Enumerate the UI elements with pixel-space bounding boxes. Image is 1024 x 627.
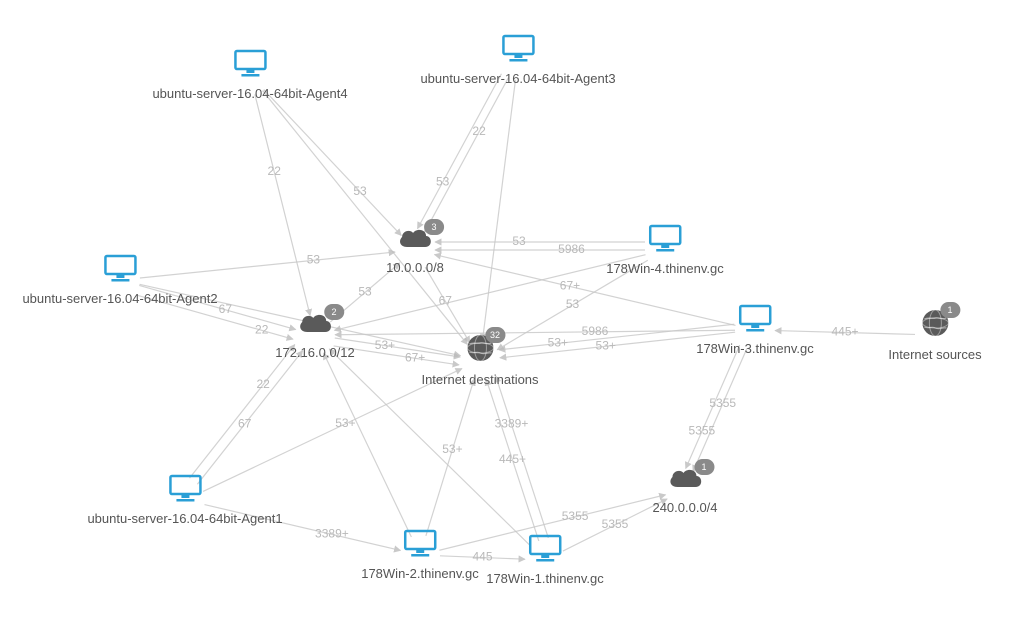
edge-label: 53 [512,234,526,248]
edge-label: 3389+ [495,417,529,431]
edge-line [204,505,400,551]
edge-label: 5355 [709,396,736,410]
edge-label: 5355 [689,424,716,438]
edge-line [426,379,474,536]
edge-label: 445 [472,550,492,564]
edge-label: 67 [238,416,252,430]
edge-line [324,353,412,537]
edge-line [139,285,296,329]
edge-label: 53 [353,184,367,198]
edge-line [483,80,516,340]
edge-label: 53+ [375,338,395,352]
edge-label: 5986 [558,242,585,256]
edge-label: 53+ [548,336,568,350]
edge-label: 22 [255,323,269,337]
edge-line [439,495,665,550]
edge-line [417,74,501,229]
edge-label: 445+ [831,325,858,339]
edge-label: 445+ [499,452,526,466]
edge-line [500,332,735,358]
edge-line [434,255,735,326]
edge-label: 67+ [560,279,580,293]
edge-label: 53 [307,253,321,267]
edge-label: 22 [257,377,271,391]
edge-label: 53+ [442,442,462,456]
edge-label: 5986 [582,324,609,338]
network-graph: 22532253672253672253+3389+59865353598667… [0,0,1024,627]
edge-line [334,255,645,331]
edge-line [335,338,460,357]
edge-label: 22 [472,124,486,138]
edge-label: 3389+ [315,527,349,541]
edge-label: 5355 [602,517,629,531]
edge-line [425,78,509,233]
edge-label: 53 [566,297,580,311]
edge-label: 22 [268,164,282,178]
edge-label: 53 [358,285,372,299]
edge-label: 53+ [335,416,355,430]
edge-label: 67+ [405,350,425,364]
edge-label: 67 [439,293,453,307]
edge-label: 53 [436,174,450,188]
edge-line [190,345,295,479]
edge-line [334,346,459,365]
edges-layer: 22532253672253672253+3389+59865353598667… [0,0,1024,627]
edge-line [329,349,530,546]
edge-line [255,94,310,315]
edge-line [140,252,395,278]
edge-label: 67 [219,302,233,316]
edge-label: 5355 [562,509,589,523]
edge-line [263,91,468,345]
edge-line [140,284,461,355]
edge-label: 53+ [596,338,616,352]
